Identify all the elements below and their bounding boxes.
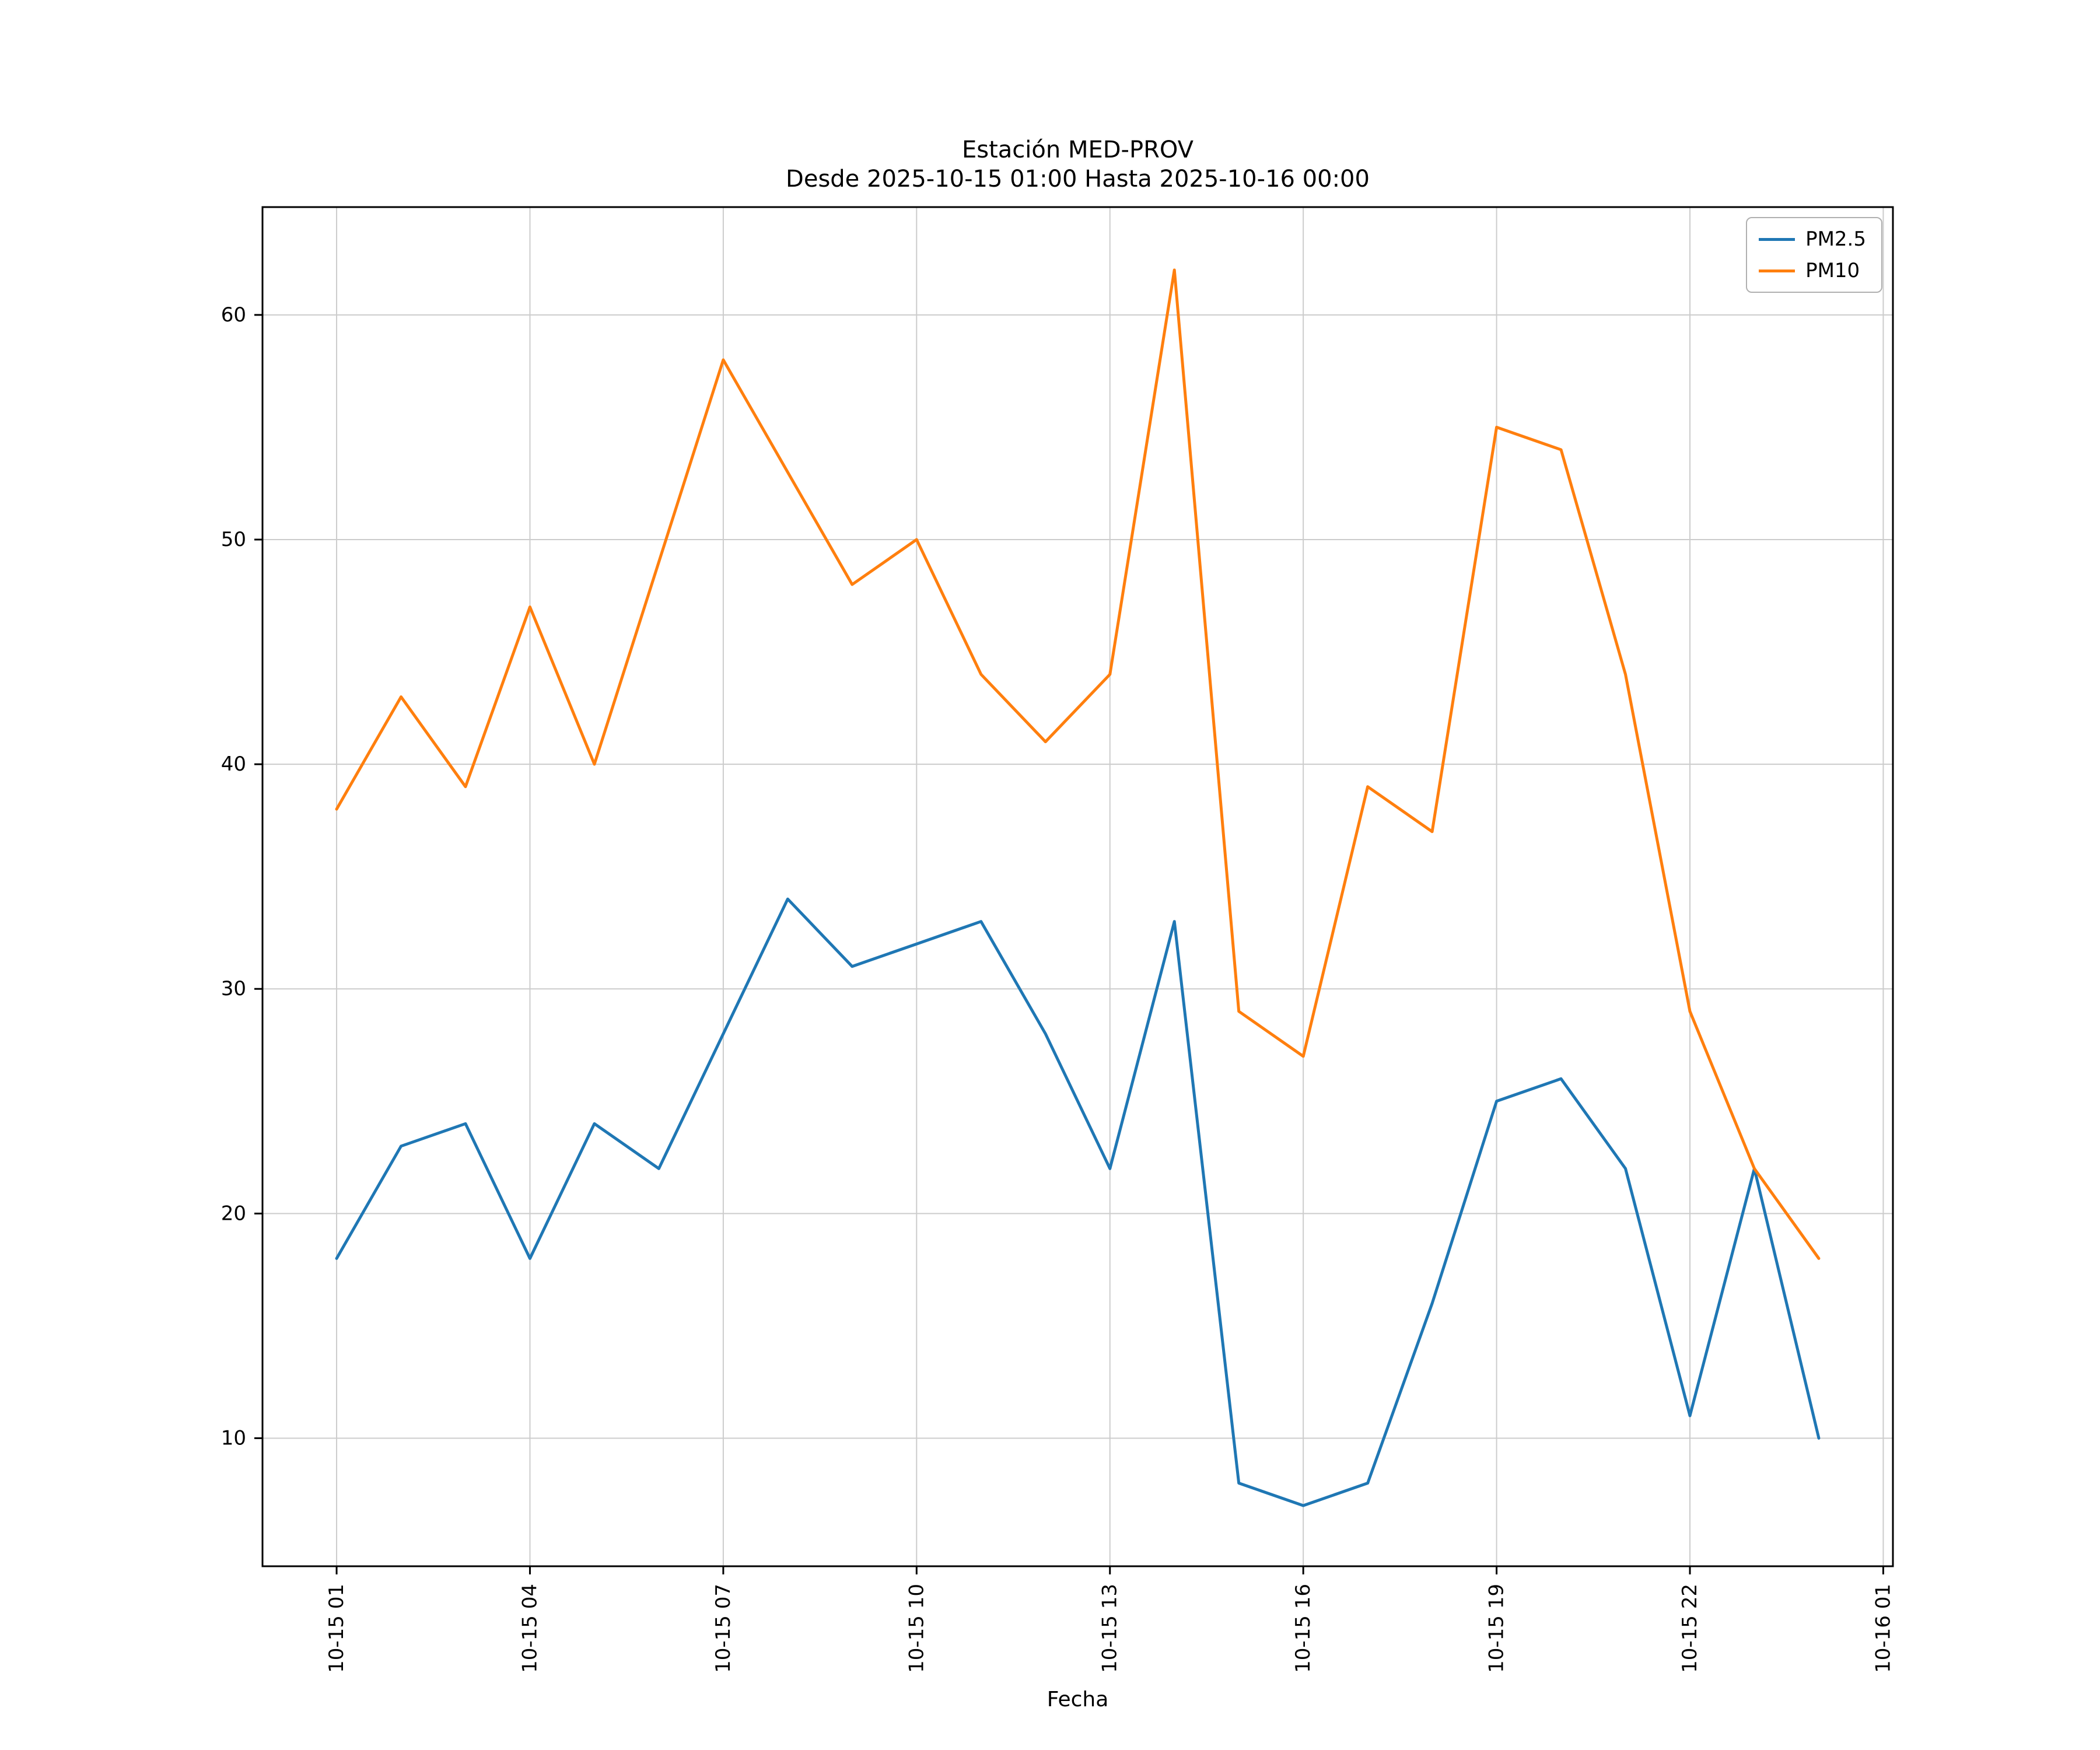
y-tick-label: 60	[221, 303, 246, 327]
x-tick-label: 10-15 19	[1485, 1584, 1508, 1673]
x-tick-label: 10-15 07	[712, 1584, 735, 1673]
x-tick-label: 10-15 22	[1678, 1584, 1702, 1673]
x-tick-label: 10-16 01	[1871, 1584, 1895, 1673]
x-tick-label: 10-15 10	[905, 1584, 928, 1673]
y-tick-label: 40	[221, 752, 246, 776]
legend-label-pm10: PM10	[1805, 259, 1860, 282]
y-tick-label: 30	[221, 977, 246, 1000]
pm10-line-swatch	[1759, 269, 1796, 272]
x-axis-label: Fecha	[1046, 1688, 1109, 1712]
legend-item-pm25: PM2.5	[1759, 228, 1866, 251]
plot-border	[261, 206, 1894, 1567]
x-tick-label: 10-15 16	[1292, 1584, 1315, 1673]
series-line-pm10	[335, 268, 1821, 1260]
series-line-pm25	[335, 897, 1821, 1507]
chart-title-line2: Desde 2025-10-15 01:00 Hasta 2025-10-16 …	[786, 166, 1370, 192]
chart-title-line1: Estación MED-PROV	[961, 136, 1194, 163]
chart-title: Estación MED-PROV Desde 2025-10-15 01:00…	[262, 135, 1893, 194]
y-tick-label: 10	[221, 1426, 246, 1450]
legend-label-pm25: PM2.5	[1805, 228, 1866, 251]
y-tick-label: 20	[221, 1202, 246, 1225]
x-tick-label: 10-15 01	[325, 1584, 348, 1673]
pm25-line-swatch	[1759, 237, 1796, 241]
x-tick-label: 10-15 13	[1098, 1584, 1122, 1673]
x-tick-label: 10-15 04	[518, 1584, 541, 1673]
legend: PM2.5 PM10	[1746, 217, 1882, 293]
legend-item-pm10: PM10	[1759, 259, 1866, 282]
y-tick-label: 50	[221, 528, 246, 551]
